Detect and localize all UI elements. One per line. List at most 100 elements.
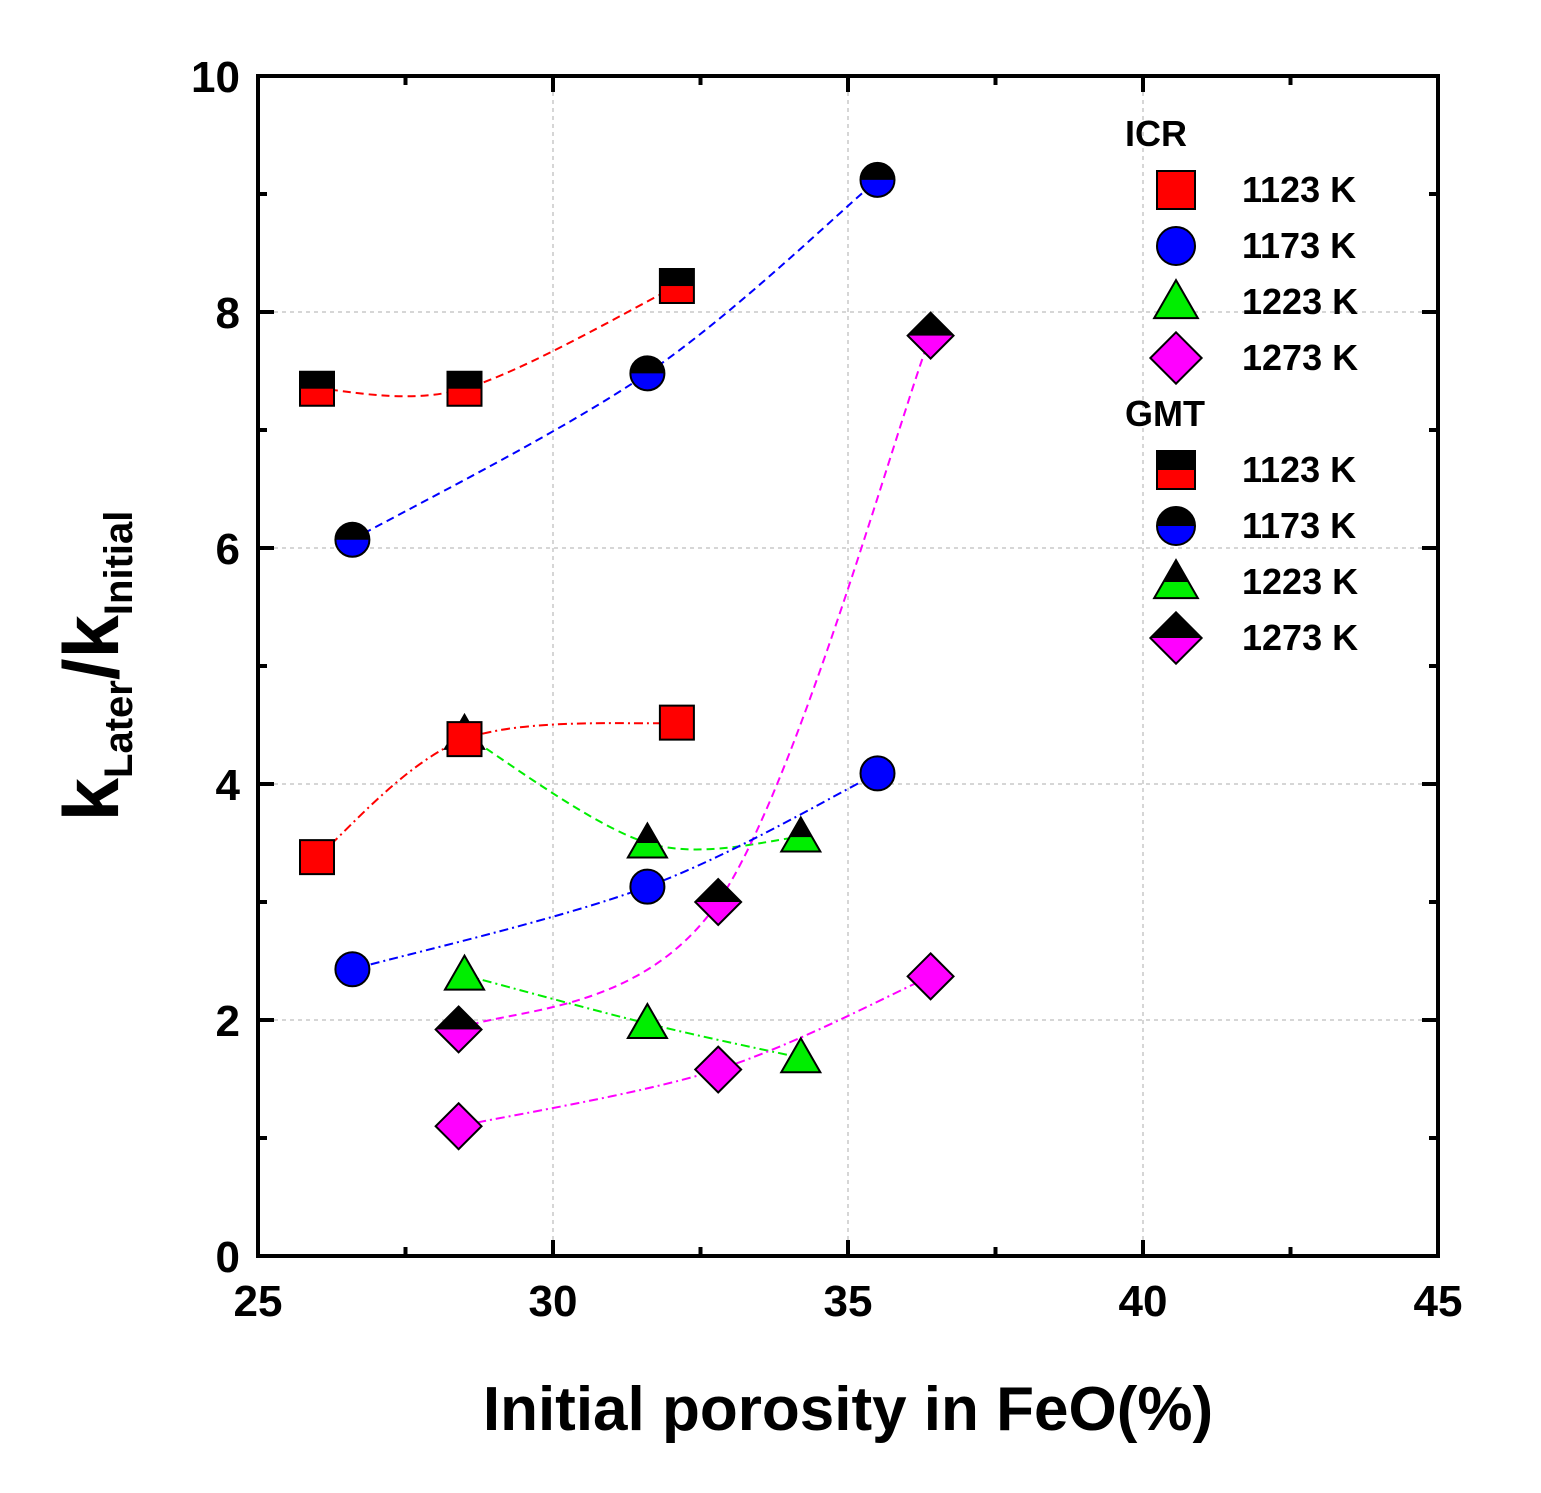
y-axis-title-sub-later: Later bbox=[97, 680, 141, 778]
legend-marker-circle bbox=[1155, 506, 1197, 546]
marker-half bbox=[300, 371, 334, 389]
legend-entry-label: 1273 K bbox=[1242, 617, 1358, 658]
data-point-circle bbox=[629, 868, 666, 905]
marker-outline bbox=[434, 1101, 483, 1151]
marker-fill bbox=[627, 1003, 667, 1038]
data-point-diamond bbox=[434, 1101, 483, 1151]
marker-fill bbox=[1157, 171, 1195, 209]
y-tick-label: 8 bbox=[216, 289, 240, 338]
data-point-square bbox=[446, 370, 483, 407]
marker-outline bbox=[1152, 558, 1200, 600]
axis-ticks bbox=[256, 74, 1440, 1258]
marker-outline bbox=[859, 755, 896, 792]
x-axis-title: Initial porosity in FeO(%) bbox=[483, 1375, 1213, 1444]
legend-marker-square bbox=[1156, 170, 1196, 210]
marker-half bbox=[630, 356, 665, 374]
y-axis-title-slash-k: /k bbox=[47, 614, 135, 680]
data-point-triangle bbox=[626, 1001, 669, 1039]
x-tick-label: 35 bbox=[824, 1277, 873, 1326]
x-tick-label: 25 bbox=[234, 1277, 283, 1326]
legend-group-label-icr: ICR bbox=[1125, 113, 1187, 154]
y-tick-label: 0 bbox=[216, 1233, 240, 1282]
marker-half bbox=[1157, 507, 1195, 526]
marker-fill bbox=[630, 869, 665, 904]
data-point-triangle bbox=[443, 953, 486, 991]
marker-half bbox=[1157, 451, 1195, 470]
marker-fill bbox=[695, 1046, 742, 1093]
legend-entry-label: 1223 K bbox=[1242, 281, 1358, 322]
marker-fill bbox=[1154, 280, 1198, 319]
data-point-circle bbox=[859, 161, 896, 198]
marker-outline bbox=[443, 953, 486, 991]
marker-outline bbox=[1148, 330, 1204, 386]
legend-marker-square bbox=[1156, 450, 1196, 490]
marker-outline bbox=[626, 1001, 669, 1039]
legend-marker-diamond bbox=[1148, 330, 1204, 386]
legend-entry-label: 1123 K bbox=[1242, 449, 1356, 490]
marker-outline bbox=[906, 951, 955, 1001]
fit-curve bbox=[464, 974, 802, 1059]
marker-fill bbox=[300, 840, 334, 875]
marker-fill bbox=[659, 705, 694, 740]
data-point-circle bbox=[334, 521, 371, 558]
data-point-circle bbox=[629, 355, 666, 392]
y-axis-title-sub-initial: Initial bbox=[97, 511, 141, 615]
marker-half bbox=[860, 162, 895, 180]
marker-outline bbox=[779, 815, 823, 853]
marker-outline bbox=[446, 721, 483, 758]
marker-outline bbox=[658, 268, 695, 305]
tick-labels: 25 30 35 40 45 0 2 4 6 8 10 bbox=[191, 53, 1462, 1326]
marker-half bbox=[659, 269, 694, 287]
y-tick-label: 10 bbox=[191, 53, 240, 102]
data-point-square bbox=[446, 721, 483, 758]
legend-marker-circle bbox=[1155, 226, 1197, 266]
y-tick-label: 4 bbox=[216, 761, 241, 810]
fit-curve bbox=[458, 975, 932, 1128]
marker-outline bbox=[693, 877, 743, 927]
legend-entry-label: 1123 K bbox=[1242, 169, 1356, 210]
legend-marker-triangle bbox=[1152, 278, 1200, 320]
x-tick-label: 40 bbox=[1119, 1277, 1168, 1326]
marker-fill bbox=[444, 955, 485, 990]
marker-fill bbox=[335, 952, 370, 987]
marker-outline bbox=[658, 704, 695, 741]
marker-outline bbox=[1155, 506, 1197, 546]
x-tick-label: 30 bbox=[529, 1277, 578, 1326]
data-point-square bbox=[299, 370, 335, 407]
data-point-circle bbox=[859, 755, 896, 792]
x-tick-label: 45 bbox=[1414, 1277, 1463, 1326]
legend-entry-label: 1173 K bbox=[1242, 505, 1356, 546]
data-point-square bbox=[299, 839, 335, 876]
data-point-triangle bbox=[779, 1036, 823, 1074]
y-tick-label: 2 bbox=[216, 997, 240, 1046]
data-point-diamond bbox=[906, 951, 955, 1001]
legend-entry-label: 1173 K bbox=[1242, 225, 1356, 266]
marker-outline bbox=[1148, 610, 1204, 666]
data-point-square bbox=[658, 704, 695, 741]
marker-outline bbox=[334, 951, 371, 988]
marker-outline bbox=[299, 370, 335, 407]
data-point-diamond bbox=[693, 1045, 743, 1094]
marker-outline bbox=[779, 1036, 823, 1074]
fit-curve bbox=[316, 285, 678, 398]
marker-fill bbox=[447, 722, 482, 757]
marker-outline bbox=[693, 1045, 743, 1094]
marker-outline bbox=[434, 1005, 483, 1054]
data-point-square bbox=[658, 268, 695, 305]
data-point-circle bbox=[334, 951, 371, 988]
marker-outline bbox=[1155, 226, 1197, 266]
marker-half bbox=[447, 371, 482, 389]
legend-entry-label: 1273 K bbox=[1242, 337, 1358, 378]
fit-curve bbox=[458, 335, 932, 1031]
y-axis-title-k: k bbox=[47, 777, 135, 821]
marker-outline bbox=[1152, 278, 1200, 320]
marker-fill bbox=[860, 756, 895, 791]
marker-outline bbox=[629, 868, 666, 905]
marker-half bbox=[335, 522, 370, 540]
legend-entry-label: 1223 K bbox=[1242, 561, 1358, 602]
y-axis-title: kLater/kInitial bbox=[47, 511, 141, 822]
y-tick-label: 6 bbox=[216, 525, 240, 574]
marker-outline bbox=[446, 370, 483, 407]
marker-outline bbox=[859, 161, 896, 198]
marker-outline bbox=[1156, 170, 1196, 210]
